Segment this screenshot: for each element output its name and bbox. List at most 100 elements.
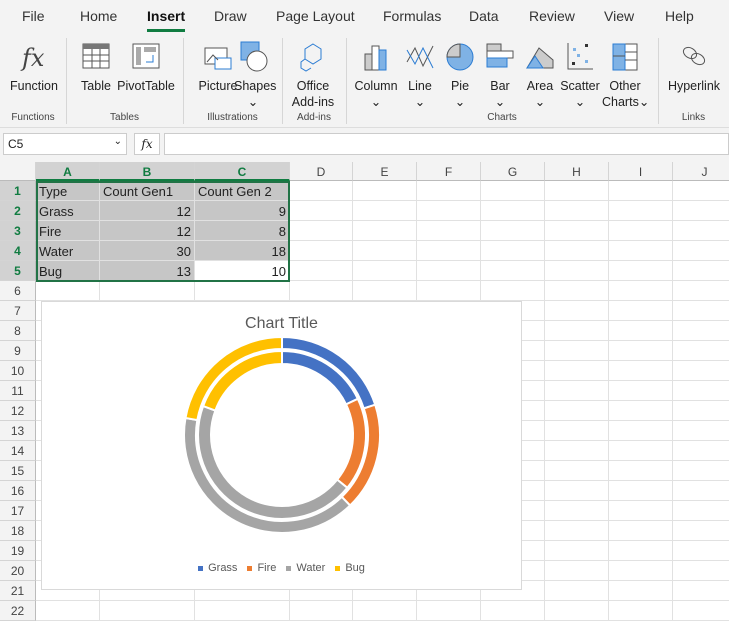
row-header-8[interactable]: 8	[0, 321, 36, 341]
cell[interactable]	[609, 561, 673, 581]
cell[interactable]	[673, 581, 729, 601]
cell[interactable]	[353, 601, 417, 621]
cell[interactable]	[417, 201, 481, 221]
cell[interactable]	[100, 581, 195, 601]
cell[interactable]	[673, 261, 729, 281]
cell[interactable]	[609, 281, 673, 301]
shapes-button[interactable]: Shapes ⌄	[234, 40, 276, 110]
tab-data[interactable]: Data	[469, 8, 499, 24]
cell[interactable]	[290, 601, 353, 621]
tab-insert[interactable]: Insert	[147, 8, 186, 32]
cell[interactable]	[545, 561, 609, 581]
cell[interactable]	[609, 241, 673, 261]
bar-chart-button[interactable]: Bar ⌄	[484, 40, 516, 110]
data-cell[interactable]: Water	[36, 241, 100, 261]
legend-item-bug[interactable]: Bug	[335, 562, 365, 574]
cell[interactable]	[545, 181, 609, 201]
cell[interactable]	[673, 481, 729, 501]
cell[interactable]	[353, 201, 417, 221]
cell[interactable]	[673, 521, 729, 541]
cell[interactable]	[353, 581, 417, 601]
cell[interactable]	[609, 581, 673, 601]
cell[interactable]	[545, 201, 609, 221]
cell[interactable]	[545, 541, 609, 561]
cell[interactable]	[673, 321, 729, 341]
column-header-D[interactable]: D	[290, 162, 353, 181]
cell[interactable]	[353, 181, 417, 201]
column-header-G[interactable]: G	[481, 162, 545, 181]
cell[interactable]	[545, 301, 609, 321]
slice-outer-bug[interactable]	[184, 335, 283, 422]
tab-help[interactable]: Help	[665, 8, 694, 24]
cell[interactable]	[673, 381, 729, 401]
column-header-I[interactable]: I	[609, 162, 673, 181]
cell[interactable]	[545, 321, 609, 341]
cell[interactable]	[353, 261, 417, 281]
cell[interactable]	[609, 481, 673, 501]
column-header-A[interactable]: A	[36, 162, 100, 181]
office-addins-button[interactable]: Office Add-ins	[290, 40, 336, 110]
cell[interactable]	[36, 581, 100, 601]
area-chart-button[interactable]: Area ⌄	[524, 40, 556, 110]
cell[interactable]	[673, 441, 729, 461]
tab-view[interactable]: View	[604, 8, 635, 24]
cell[interactable]	[545, 241, 609, 261]
cell[interactable]	[545, 281, 609, 301]
chart-title[interactable]: Chart Title	[245, 315, 318, 332]
cell[interactable]	[673, 181, 729, 201]
data-cell[interactable]: Fire	[36, 221, 100, 241]
cell[interactable]	[673, 361, 729, 381]
cell[interactable]	[673, 301, 729, 321]
other-charts-button[interactable]: Other Charts⌄	[602, 40, 649, 110]
row-header-2[interactable]: 2	[0, 201, 36, 221]
tab-draw[interactable]: Draw	[214, 8, 247, 24]
hyperlink-button[interactable]: Hyperlink	[666, 40, 722, 94]
row-header-5[interactable]: 5	[0, 261, 36, 281]
cell[interactable]	[417, 601, 481, 621]
line-chart-button[interactable]: Line ⌄	[404, 40, 436, 110]
cell[interactable]	[609, 301, 673, 321]
data-cell[interactable]: Grass	[36, 201, 100, 221]
cell[interactable]	[290, 181, 353, 201]
row-header-19[interactable]: 19	[0, 541, 36, 561]
insert-function-icon[interactable]: fx	[134, 133, 160, 155]
cell[interactable]	[545, 501, 609, 521]
cell[interactable]	[673, 421, 729, 441]
cell[interactable]	[673, 241, 729, 261]
cell[interactable]	[481, 181, 545, 201]
cell[interactable]	[609, 601, 673, 621]
cell[interactable]	[545, 461, 609, 481]
cell[interactable]	[609, 521, 673, 541]
cell[interactable]	[481, 601, 545, 621]
header-cell[interactable]: Type	[36, 181, 100, 201]
cell[interactable]	[609, 541, 673, 561]
row-header-16[interactable]: 16	[0, 481, 36, 501]
picture-button[interactable]: Picture	[192, 40, 244, 94]
cell[interactable]	[609, 401, 673, 421]
cell[interactable]	[290, 581, 353, 601]
cell[interactable]	[417, 241, 481, 261]
pie-chart-button[interactable]: Pie ⌄	[444, 40, 476, 110]
cell[interactable]	[290, 281, 353, 301]
row-header-4[interactable]: 4	[0, 241, 36, 261]
cell[interactable]	[36, 601, 100, 621]
cell[interactable]	[609, 341, 673, 361]
data-cell[interactable]: 18	[195, 241, 290, 261]
cell[interactable]	[673, 561, 729, 581]
cell[interactable]	[609, 181, 673, 201]
cell[interactable]	[195, 581, 290, 601]
cell[interactable]	[609, 501, 673, 521]
cell[interactable]	[609, 221, 673, 241]
cell[interactable]	[545, 441, 609, 461]
legend-item-water[interactable]: Water	[286, 562, 325, 574]
column-header-B[interactable]: B	[100, 162, 195, 181]
tab-home[interactable]: Home	[80, 8, 118, 24]
cell[interactable]	[545, 421, 609, 441]
cell[interactable]	[673, 501, 729, 521]
cell[interactable]	[673, 221, 729, 241]
cell[interactable]	[609, 461, 673, 481]
row-header-14[interactable]: 14	[0, 441, 36, 461]
cell[interactable]	[290, 261, 353, 281]
tab-file[interactable]: File	[22, 8, 45, 24]
row-header-21[interactable]: 21	[0, 581, 36, 601]
